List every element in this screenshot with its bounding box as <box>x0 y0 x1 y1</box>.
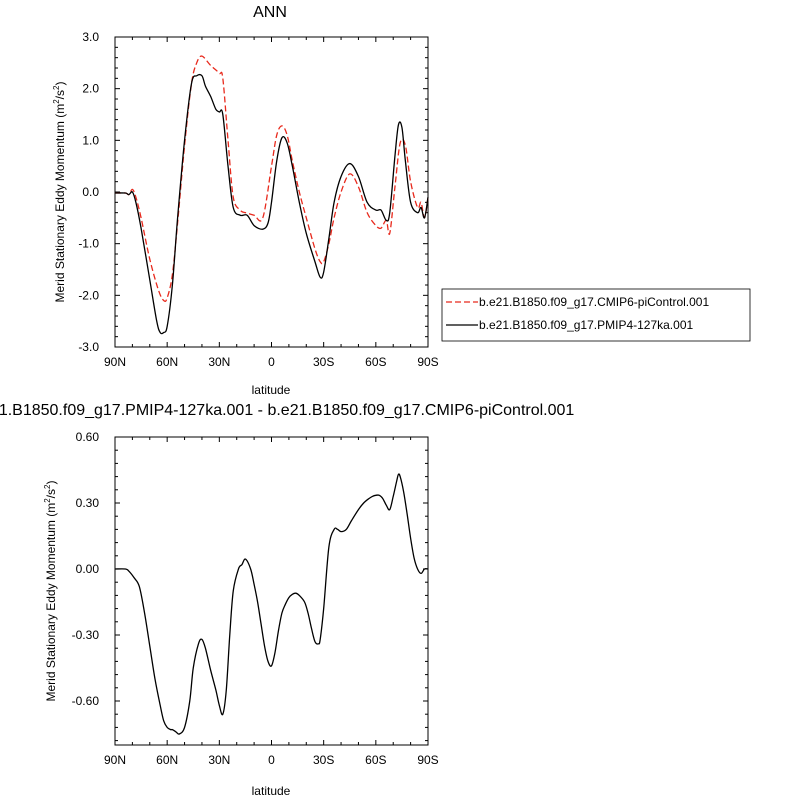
x-tick-label: 60N <box>156 753 178 767</box>
y-tick-label: -0.30 <box>72 628 100 642</box>
y-axis-label-main: Merid Stationary Eddy Momentum (m <box>53 104 67 303</box>
y-axis-label-close: ) <box>53 82 67 86</box>
x-tick-label: 0 <box>268 355 275 369</box>
y-axis-label-sup2: 2 <box>43 484 52 489</box>
difference-chart-title: b.e21.B1850.f09_g17.PMIP4-127ka.001 - b.… <box>0 402 574 419</box>
y-tick-label: 1.0 <box>82 133 99 147</box>
x-tick-label: 30S <box>313 355 334 369</box>
series-line-1 <box>114 55 429 303</box>
x-tick-label: 90S <box>417 753 438 767</box>
y-axis-label-sup1: 2 <box>52 99 61 104</box>
y-tick-label: -3.0 <box>78 340 99 354</box>
x-tick-label: 60N <box>156 355 178 369</box>
y-tick-label: -2.0 <box>78 288 99 302</box>
x-tick-label: 0 <box>268 753 275 767</box>
y-tick-label: 0.30 <box>76 496 100 510</box>
y-tick-label: 2.0 <box>82 82 99 96</box>
x-tick-label: 60S <box>365 355 386 369</box>
plot-frame <box>114 436 429 746</box>
y-axis-label-mid: /s <box>44 489 58 498</box>
y-tick-label: 0.00 <box>76 562 100 576</box>
x-tick-label: 30N <box>208 355 230 369</box>
y-tick-label: -0.60 <box>72 694 100 708</box>
legend: b.e21.B1850.f09_g17.CMIP6-piControl.001 … <box>441 288 751 342</box>
y-axis-label-main: Merid Stationary Eddy Momentum (m <box>44 503 58 702</box>
plot-frame <box>114 36 429 348</box>
plot-area <box>114 473 429 735</box>
legend-label-piControl: b.e21.B1850.f09_g17.CMIP6-piControl.001 <box>479 295 709 309</box>
y-axis-label-sup1: 2 <box>43 498 52 503</box>
plot-area <box>114 55 429 335</box>
chart-title: ANN <box>253 4 287 21</box>
y-axis-label-sup2: 2 <box>52 85 61 90</box>
y-axis-label: Merid Stationary Eddy Momentum (m2/s2) <box>52 82 67 303</box>
axis-ticks: 90N 60N 30N 0 30S 60S 90S 0.60 0.30 0.00 -0.30 -0.6… <box>72 430 439 767</box>
bottom-panel: b.e21.B1850.f09_g17.PMIP4-127ka.001 - b.… <box>0 402 574 798</box>
x-axis-label: latitude <box>252 784 291 798</box>
legend-label-127ka: b.e21.B1850.f09_g17.PMIP4-127ka.001 <box>479 318 693 332</box>
x-tick-label: 90S <box>417 355 438 369</box>
axis-ticks: 90N 60N 30N 0 30S 60S 90S 3.0 2.0 1.0 0.0 -1.0 -2.0 -… <box>78 30 438 369</box>
x-tick-label: 60S <box>365 753 386 767</box>
y-axis-label-close: ) <box>44 481 58 485</box>
y-tick-label: 3.0 <box>82 30 99 44</box>
legend-box <box>441 288 751 342</box>
y-axis-label-mid: /s <box>53 90 67 99</box>
y-axis-label: Merid Stationary Eddy Momentum (m2/s2) <box>43 481 58 702</box>
y-tick-label: 0.60 <box>76 430 100 444</box>
x-axis-label: latitude <box>252 383 291 397</box>
y-tick-label: -1.0 <box>78 237 99 251</box>
x-tick-label: 90N <box>104 355 126 369</box>
x-tick-label: 90N <box>104 753 126 767</box>
top-panel: ANN 90N 60N 30N 0 30S 60S 90S 3.0 2.0 1.0 0.0 -1.0 -… <box>52 4 751 397</box>
x-tick-label: 30N <box>208 753 230 767</box>
y-tick-label: 0.0 <box>82 185 99 199</box>
x-tick-label: 30S <box>313 753 334 767</box>
series-line-1 <box>114 473 429 735</box>
series-line-2 <box>114 73 429 335</box>
